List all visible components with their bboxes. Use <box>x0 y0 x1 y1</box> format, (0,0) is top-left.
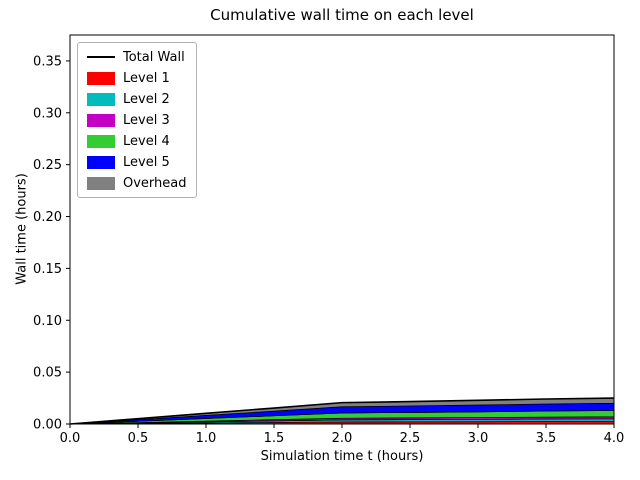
x-tick-label: 1.0 <box>196 431 217 446</box>
legend-item-level-2: Level 2 <box>87 91 187 107</box>
legend-label: Overhead <box>123 175 187 191</box>
x-tick-label: 3.5 <box>536 431 557 446</box>
legend-patch-swatch <box>87 71 115 85</box>
legend-item-level-3: Level 3 <box>87 112 187 128</box>
y-tick-label: 0.00 <box>33 418 62 433</box>
x-tick-label: 4.0 <box>604 431 625 446</box>
legend: Total Wall Level 1 Level 2 Level 3 Level 4 Le… <box>77 42 197 198</box>
legend-patch-swatch <box>87 113 115 127</box>
y-tick-label: 0.15 <box>33 262 62 277</box>
x-tick-label: 1.5 <box>264 431 285 446</box>
legend-patch-swatch <box>87 176 115 190</box>
legend-label: Level 5 <box>123 154 170 170</box>
y-tick-label: 0.30 <box>33 106 62 121</box>
x-tick-label: 0.5 <box>128 431 149 446</box>
y-tick-label: 0.20 <box>33 210 62 225</box>
x-axis-label: Simulation time t (hours) <box>260 449 424 464</box>
legend-patch-swatch <box>87 134 115 148</box>
legend-item-overhead: Overhead <box>87 175 187 191</box>
legend-item-level-5: Level 5 <box>87 154 187 170</box>
legend-label: Level 4 <box>123 133 170 149</box>
legend-label: Level 3 <box>123 112 170 128</box>
x-tick-label: 0.0 <box>60 431 81 446</box>
legend-patch-swatch <box>87 92 115 106</box>
legend-item-level-1: Level 1 <box>87 70 187 86</box>
legend-patch-swatch <box>87 155 115 169</box>
legend-item-level-4: Level 4 <box>87 133 187 149</box>
legend-line-swatch <box>87 51 115 64</box>
legend-label: Total Wall <box>123 49 185 65</box>
chart-title: Cumulative wall time on each level <box>210 6 474 24</box>
x-tick-label: 2.5 <box>400 431 421 446</box>
y-tick-label: 0.05 <box>33 366 62 381</box>
legend-label: Level 1 <box>123 70 170 86</box>
axes-frame <box>69 34 615 425</box>
y-tick-label: 0.10 <box>33 314 62 329</box>
legend-label: Level 2 <box>123 91 170 107</box>
y-tick-label: 0.35 <box>33 54 62 69</box>
x-tick-label: 3.0 <box>468 431 489 446</box>
x-tick-label: 2.0 <box>332 431 353 446</box>
total-wall-line <box>69 397 615 425</box>
y-tick-label: 0.25 <box>33 158 62 173</box>
legend-item-total-wall: Total Wall <box>87 49 187 65</box>
